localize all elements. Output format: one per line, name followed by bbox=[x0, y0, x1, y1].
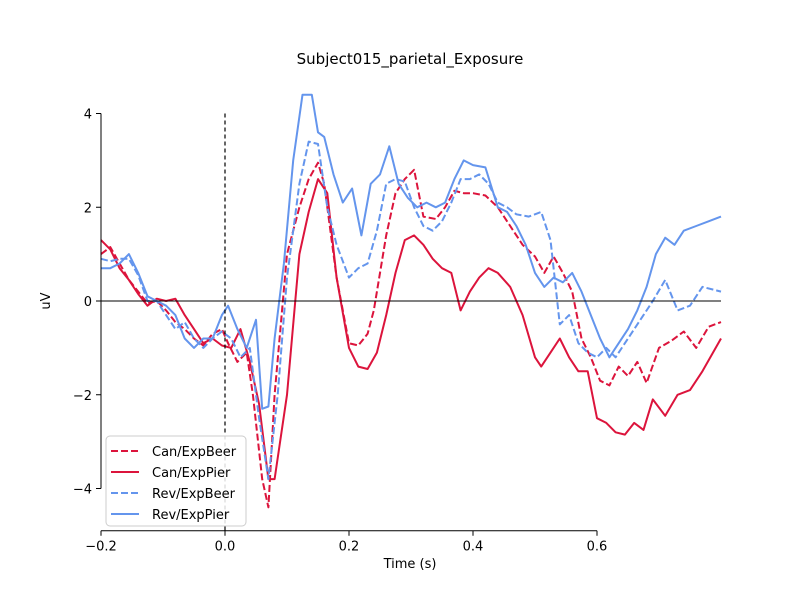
legend-label: Rev/ExpPier bbox=[152, 508, 230, 523]
legend-frame bbox=[105, 435, 247, 527]
legend-label: Can/ExpPier bbox=[152, 466, 231, 481]
series-line-can-exppier bbox=[100, 178, 722, 481]
series-line-rev-exppier bbox=[101, 93, 722, 410]
x-ticks: −0.2 0.0 0.2 0.4 0.6 bbox=[85, 530, 608, 555]
y-axis-label: uV bbox=[39, 292, 54, 309]
legend-label: Can/ExpBeer bbox=[152, 445, 237, 460]
y-ticks: −4 −2 0 2 4 bbox=[73, 108, 101, 498]
plot-area bbox=[100, 93, 722, 509]
series-line-rev-expbeer bbox=[100, 140, 722, 481]
y-tick-label: 2 bbox=[84, 201, 92, 216]
x-tick-label: −0.2 bbox=[85, 540, 117, 555]
legend: Can/ExpBeer Can/ExpPier Rev/ExpBeer Rev/Exp… bbox=[105, 435, 247, 527]
y-tick-label: −4 bbox=[73, 483, 92, 498]
series-line-can-expbeer bbox=[100, 161, 722, 509]
x-tick-label: 0.2 bbox=[339, 540, 360, 555]
y-tick-label: −2 bbox=[73, 389, 92, 404]
chart-title: Subject015_parietal_Exposure bbox=[297, 50, 524, 69]
y-tick-label: 0 bbox=[84, 295, 92, 310]
x-tick-label: 0.4 bbox=[463, 540, 484, 555]
legend-label: Rev/ExpBeer bbox=[152, 487, 236, 502]
x-tick-label: 0.6 bbox=[587, 540, 608, 555]
x-tick-label: 0.0 bbox=[215, 540, 236, 555]
x-axis-label: Time (s) bbox=[383, 557, 437, 572]
series-group bbox=[100, 93, 722, 509]
y-tick-label: 4 bbox=[84, 108, 92, 123]
